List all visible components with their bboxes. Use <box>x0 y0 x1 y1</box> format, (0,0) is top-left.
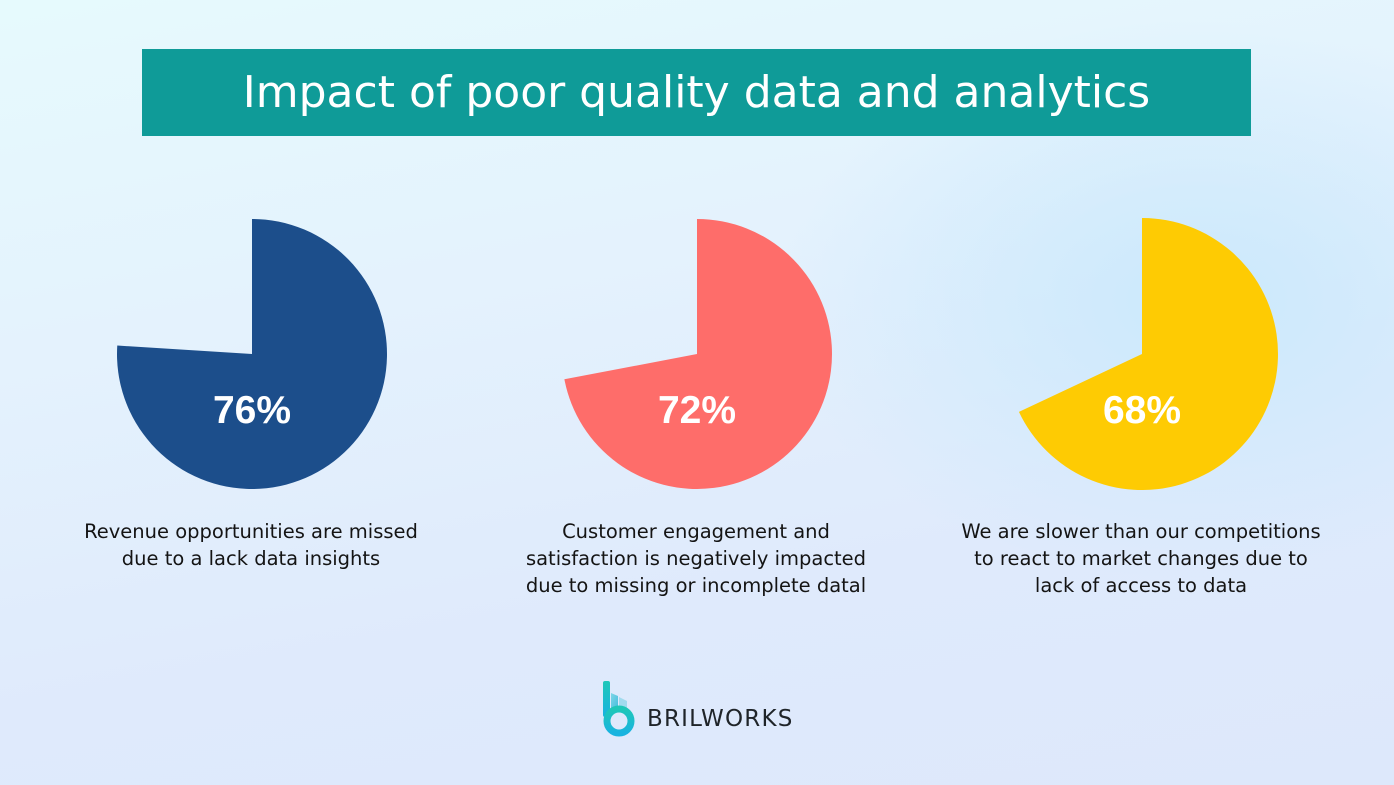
caption-line: Customer engagement and <box>562 520 830 543</box>
pie-slice-market-reaction <box>1018 218 1278 490</box>
caption-line: lack of access to data <box>1034 574 1248 597</box>
stat-caption-customer-engagement: Customer engagement and satisfaction is … <box>476 518 916 599</box>
caption-line: Revenue opportunities are missed <box>84 520 418 543</box>
stat-value-revenue: 76% <box>212 389 292 432</box>
caption-line: due to missing or incomplete datal <box>525 574 867 597</box>
caption-line: We are slower than our competitions <box>961 520 1321 543</box>
page-title: Impact of poor quality data and analytic… <box>242 67 1151 118</box>
brand-logo: BRILWORKS <box>601 679 794 737</box>
brilworks-b-logo-icon <box>603 681 635 737</box>
caption-line: due to a lack data insights <box>121 547 381 570</box>
caption-line: satisfaction is negatively impacted <box>525 547 867 570</box>
stat-value-market-reaction: 68% <box>1102 389 1182 432</box>
stat-caption-revenue: Revenue opportunities are missed due to … <box>31 518 471 572</box>
stat-value-customer-engagement: 72% <box>657 389 737 432</box>
brand-name: BRILWORKS <box>647 706 794 732</box>
pie-slice-customer-engagement <box>564 219 832 489</box>
caption-line: to react to market changes due to <box>974 547 1308 570</box>
stat-caption-market-reaction: We are slower than our competitions to r… <box>921 518 1361 599</box>
pie-slice-revenue <box>117 219 388 489</box>
title-banner: Impact of poor quality data and analytic… <box>142 49 1251 136</box>
